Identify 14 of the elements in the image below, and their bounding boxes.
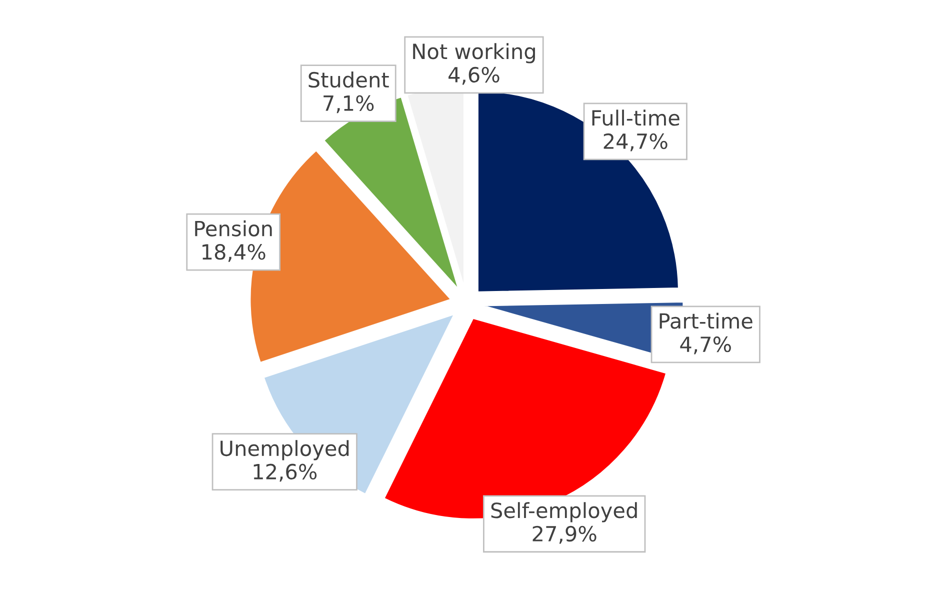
slice-label: Student [308,72,389,88]
slice-label: Full-time [592,110,680,126]
data-label: 24,7% [604,133,668,152]
slice-label: Part-time [660,312,752,329]
data-label: 18,4% [202,244,266,262]
slice-label: Self-employed [491,502,637,522]
data-label: 7,1% [324,95,374,114]
data-label: 12,6% [254,464,317,482]
data-label: 27,9% [532,526,596,544]
slice-label: Pension [195,220,272,236]
data-label: 4,7% [680,336,731,354]
slice-label: Not working [413,43,535,64]
data-label: 4,6% [448,66,500,85]
slice-label: Unemployed [220,440,349,460]
